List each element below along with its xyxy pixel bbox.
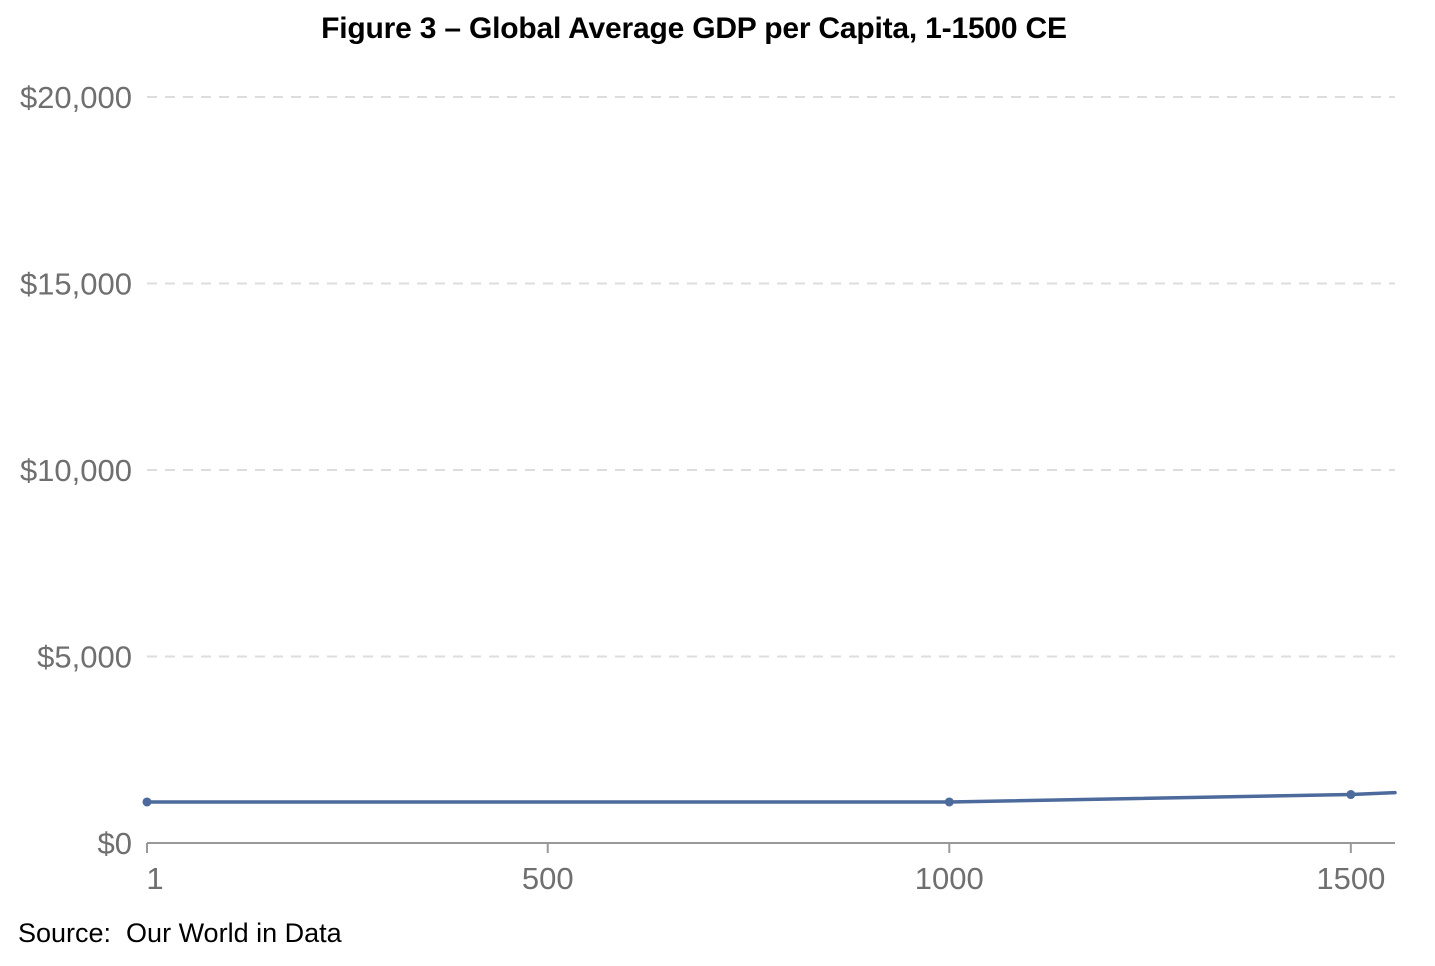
x-tick-label: 1000 bbox=[915, 861, 984, 896]
x-axis-ticks: 1 500 1000 1500 bbox=[146, 843, 1385, 896]
source-note: Source: Our World in Data bbox=[18, 918, 342, 948]
series-layer bbox=[142, 790, 1397, 807]
series-line bbox=[145, 790, 1397, 804]
data-point bbox=[142, 797, 152, 807]
y-tick-label: $0 bbox=[98, 826, 132, 861]
x-tick-label: 500 bbox=[522, 861, 574, 896]
gridlines bbox=[147, 96, 1395, 658]
y-tick-label: $20,000 bbox=[20, 80, 132, 115]
data-point bbox=[1346, 790, 1356, 800]
x-tick-label: 1500 bbox=[1316, 861, 1385, 896]
y-tick-label: $5,000 bbox=[37, 640, 132, 675]
x-tick-label: 1 bbox=[146, 861, 163, 896]
y-tick-label: $10,000 bbox=[20, 453, 132, 488]
data-point bbox=[944, 797, 954, 807]
y-tick-label: $15,000 bbox=[20, 267, 132, 302]
chart-title: Figure 3 – Global Average GDP per Capita… bbox=[321, 12, 1067, 45]
y-axis-ticks: $0 $5,000 $10,000 $15,000 $20,000 bbox=[20, 80, 132, 861]
